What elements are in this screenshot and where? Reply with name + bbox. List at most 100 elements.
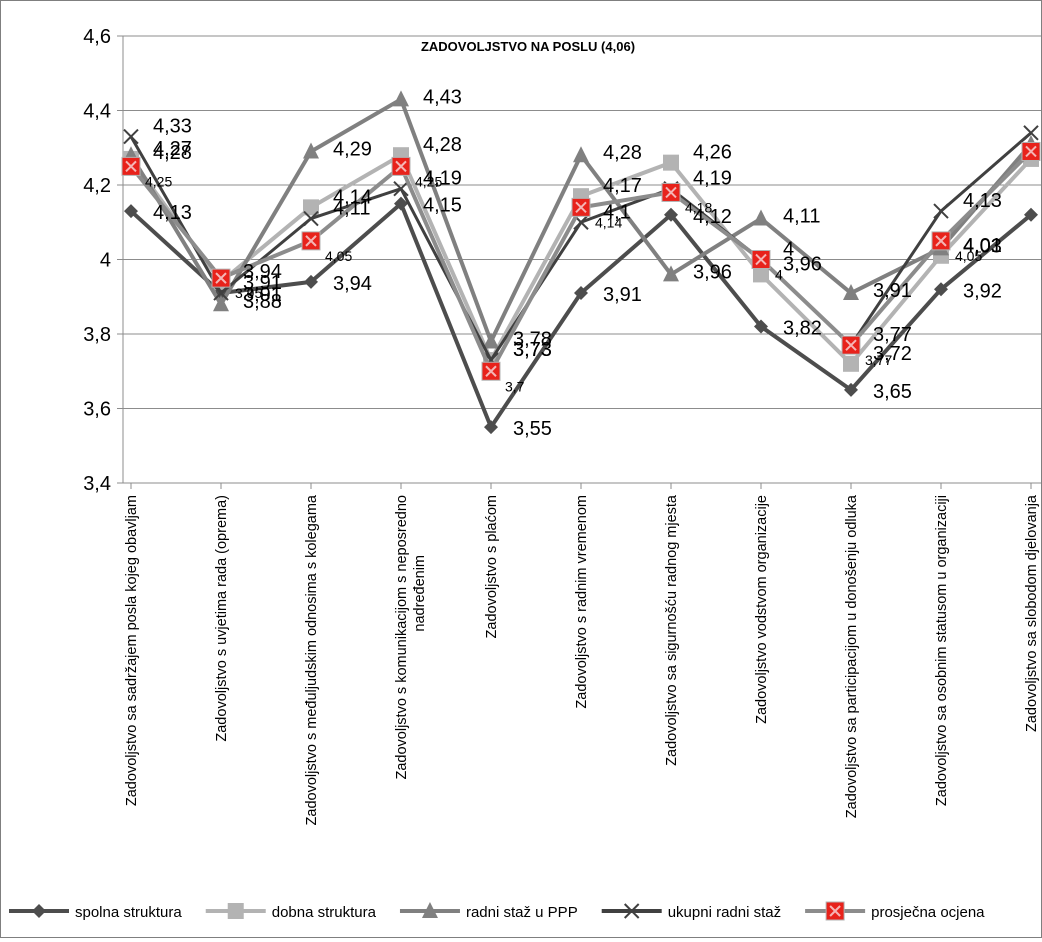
data-label: 3,91 (243, 272, 282, 294)
x-tick-label: Zadovoljstvo s plaćom (484, 495, 500, 638)
data-point (124, 204, 138, 219)
data-point (663, 265, 679, 282)
marker-cross (755, 253, 767, 266)
legend-label: spolna struktura (75, 904, 182, 921)
data-point (211, 268, 231, 288)
data-label: 4,1 (603, 201, 631, 223)
y-tick-label: 4,2 (83, 175, 111, 197)
data-label: 3,91 (603, 284, 642, 306)
data-label: 4,18 (685, 199, 712, 215)
data-label: 3,96 (693, 261, 732, 283)
y-tick-label: 4 (100, 250, 111, 272)
data-label: 3,78 (513, 328, 552, 350)
data-point (213, 285, 229, 301)
data-point (484, 420, 498, 435)
x-tick-label: Zadovoljstvo sa sigurnošću radnog mjesta (664, 494, 680, 766)
data-label: 4,05 (325, 248, 352, 264)
data-labels: 4,133,913,944,153,553,914,123,823,653,92… (145, 86, 1002, 440)
data-point (841, 335, 861, 355)
data-label: 4,43 (423, 86, 462, 108)
data-label: 3,94 (243, 261, 282, 283)
legend-label: prosječna ocjena (871, 904, 985, 921)
legend-item: prosječna ocjena (805, 901, 985, 921)
marker-cross (485, 365, 497, 377)
data-point (844, 382, 858, 397)
data-point (303, 210, 319, 227)
series-prosječna-ocjena (121, 141, 1041, 381)
data-label: 4,13 (153, 202, 192, 224)
data-point (843, 284, 859, 301)
y-tick-label: 3,4 (83, 473, 111, 495)
data-point (123, 128, 139, 145)
x-tick-label-line: nadređenim (412, 555, 428, 632)
x-tick-label: Zadovoljstvo sa sadržajem posla kojeg ob… (124, 495, 140, 806)
data-label: 3,94 (333, 273, 372, 295)
data-point (303, 142, 319, 159)
series-lines (121, 90, 1041, 435)
legend-marker (227, 903, 244, 919)
data-label: 4,01 (963, 235, 1002, 257)
x-tick-label: Zadovoljstvo s radnim vremenom (574, 495, 590, 709)
marker-cross (215, 272, 227, 284)
axes: 3,4 3,6 3,8 4 4,2 4,4 4,6 Zadovoljstvo sa sadrž… (83, 26, 1041, 825)
data-point (481, 361, 501, 381)
data-point (751, 250, 771, 269)
legend-item: radni staž u PPP (399, 902, 578, 921)
data-label: 3,65 (873, 381, 912, 403)
chart-title: ZADOVOLJSTVO NA POSLU (4,06) (421, 39, 635, 54)
marker-cross (575, 201, 587, 214)
data-label: 4,25 (145, 173, 172, 189)
data-label: 4,19 (693, 168, 732, 190)
legend-item: ukupni radni staž (601, 903, 781, 921)
data-point (843, 355, 859, 372)
data-point (483, 332, 499, 349)
legend-label: radni staž u PPP (466, 904, 578, 921)
data-label: 3,88 (243, 291, 282, 313)
data-label: 4,11 (333, 198, 370, 220)
data-point (1024, 207, 1038, 222)
data-label: 3,55 (513, 418, 552, 440)
marker-cross (935, 235, 947, 247)
data-label: 4,17 (603, 175, 642, 197)
data-label: 3,95 (235, 285, 262, 301)
x-tick-label: Zadovoljstvo s međuljudskim odnosima s k… (304, 494, 320, 825)
marker-cross (305, 235, 317, 247)
data-label: 4,12 (693, 206, 732, 228)
data-label: 4,28 (423, 134, 462, 156)
x-tick-label: Zadovoljstvo vodstvom organizacije (754, 495, 770, 724)
data-label: 4,03 (963, 235, 1002, 257)
data-point (753, 209, 769, 226)
data-label: 4,19 (423, 168, 462, 190)
marker-cross (1025, 145, 1037, 158)
data-point (931, 231, 951, 251)
data-label: 4,25 (415, 173, 442, 189)
x-tick-label: Zadovoljstvo s uvjetima rada (oprema) (214, 495, 230, 742)
data-point (394, 196, 408, 211)
data-label: 3,73 (513, 339, 552, 361)
data-point (664, 207, 678, 222)
data-label: 4,28 (603, 142, 642, 164)
data-point (574, 286, 588, 301)
data-point (573, 146, 589, 163)
data-label: 3,77 (873, 324, 912, 346)
data-label: 3,7 (505, 378, 525, 394)
data-point (393, 90, 409, 107)
data-label: 3,72 (873, 343, 912, 365)
data-point (1021, 141, 1041, 161)
y-tick-label: 3,8 (83, 324, 111, 346)
legend-marker (825, 901, 845, 921)
data-point (121, 156, 141, 176)
data-label: 3,91 (243, 284, 282, 306)
data-point (661, 182, 681, 202)
legend-marker (623, 903, 640, 919)
data-label: 4,05 (955, 248, 982, 264)
legend-label: ukupni radni staž (668, 904, 781, 921)
data-point (933, 203, 949, 219)
y-tick-label: 4,4 (83, 101, 111, 123)
x-tick-label-line: Zadovoljstvo s komunikacijom s neposredn… (394, 495, 410, 780)
data-point (753, 266, 769, 283)
data-label: 4 (775, 267, 783, 283)
gridlines (123, 35, 1041, 484)
marker-cross (665, 186, 677, 199)
marker-cross (829, 905, 841, 917)
